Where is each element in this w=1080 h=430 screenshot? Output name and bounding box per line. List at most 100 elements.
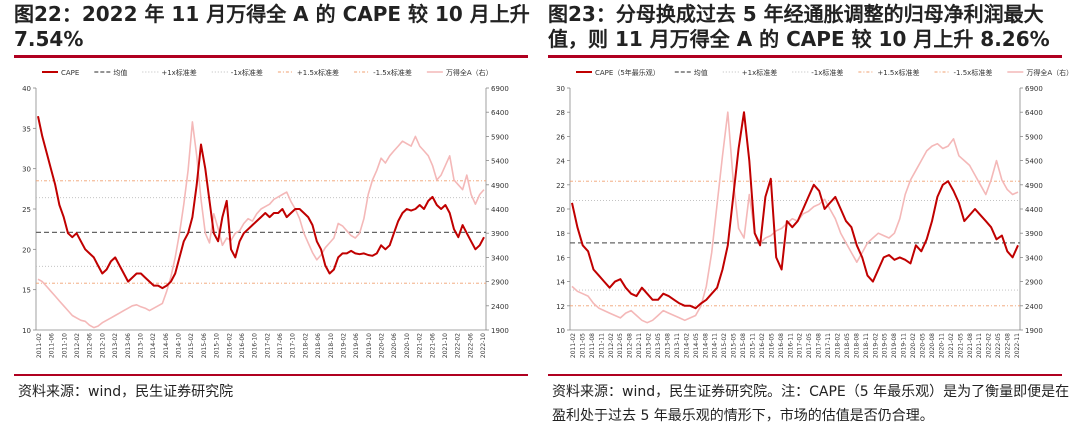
figure-22-source: 资料来源：wind，民生证券研究院 (18, 384, 234, 400)
x-tick-label: 2018-10 (328, 333, 335, 358)
left-tick-label: 15 (22, 287, 31, 295)
x-tick-label: 2014-02 (683, 333, 690, 358)
x-tick-label: 2018-02 (835, 333, 842, 358)
x-tick-label: 2017-08 (816, 333, 823, 358)
x-tick-label: 2013-10 (137, 333, 144, 358)
x-tick-label: 2012-06 (87, 333, 94, 358)
x-tick-label: 2012-02 (74, 333, 81, 358)
x-tick-label: 2011-02 (36, 333, 43, 358)
x-tick-label: 2022-05 (995, 333, 1002, 358)
right-tick-label: 4400 (491, 206, 509, 214)
x-tick-label: 2015-06 (201, 333, 208, 358)
wind-all-a-series-line (37, 121, 485, 329)
left-tick-label: 28 (556, 109, 565, 117)
right-tick-label: 4900 (1025, 182, 1043, 190)
right-tick-label: 2900 (1025, 279, 1043, 287)
x-tick-label: 2012-11 (636, 333, 643, 358)
left-tick-label: 35 (22, 125, 31, 133)
x-tick-label: 2021-08 (967, 333, 974, 358)
x-tick-label: 2013-02 (112, 333, 119, 358)
legend-label: -1.5x标准差 (954, 68, 993, 77)
x-tick-label: 2014-10 (176, 333, 183, 358)
x-tick-label: 2022-02 (986, 333, 993, 358)
right-tick-label: 5900 (1025, 133, 1043, 141)
legend-label: CAPE（5年最乐观） (595, 68, 660, 77)
legend-label: 均值 (694, 68, 708, 77)
x-tick-label: 2017-02 (797, 333, 804, 358)
x-tick-label: 2021-06 (429, 333, 436, 358)
right-tick-label: 2400 (1025, 303, 1043, 311)
left-tick-label: 12 (556, 303, 565, 311)
right-tick-label: 5400 (1025, 158, 1043, 166)
x-tick-label: 2013-11 (674, 333, 681, 358)
x-tick-label: 2020-10 (404, 333, 411, 358)
x-tick-label: 2011-10 (61, 333, 68, 358)
right-tick-label: 6400 (1025, 109, 1043, 117)
legend-label: 均值 (113, 68, 127, 77)
right-tick-label: 4900 (491, 182, 509, 190)
right-tick-label: 5400 (491, 158, 509, 166)
right-tick-label: 6900 (491, 85, 509, 93)
figure-22-chart: CAPE 均值 +1x标准差 -1x标准差 +1.5x标准差 -1.5x标准差 万得全A（右… (22, 68, 509, 358)
x-tick-label: 2020-06 (391, 333, 398, 358)
legend-label: +1x标准差 (161, 68, 196, 77)
x-tick-label: 2021-10 (442, 333, 449, 358)
x-tick-label: 2018-11 (863, 333, 870, 358)
x-tick-label: 2014-08 (702, 333, 709, 358)
x-tick-label: 2019-02 (340, 333, 347, 358)
x-tick-label: 2012-10 (99, 333, 106, 358)
x-tick-label: 2022-08 (1005, 333, 1012, 358)
x-tick-label: 2021-05 (957, 333, 964, 358)
left-tick-label: 26 (556, 133, 565, 141)
x-tick-label: 2011-11 (598, 333, 605, 358)
x-tick-label: 2015-10 (214, 333, 221, 358)
legend-label: 万得全A（右） (1026, 68, 1073, 77)
left-tick-label: 25 (22, 206, 31, 214)
x-tick-label: 2021-02 (948, 333, 955, 358)
cape-series-line (571, 111, 1019, 310)
left-tick-label: 20 (556, 206, 565, 214)
legend-label: 万得全A（右） (446, 68, 493, 77)
left-tick-label: 22 (556, 182, 565, 190)
x-tick-label: 2014-06 (163, 333, 170, 358)
left-tick-label: 30 (22, 166, 31, 174)
x-tick-label: 2016-11 (787, 333, 794, 358)
x-tick-label: 2012-05 (617, 333, 624, 358)
figure-22-top-rule (14, 55, 528, 58)
x-tick-label: 2015-11 (749, 333, 756, 358)
x-tick-label: 2019-08 (891, 333, 898, 358)
x-tick-label: 2018-08 (853, 333, 860, 358)
right-tick-label: 2400 (491, 303, 509, 311)
left-tick-label: 16 (556, 254, 565, 262)
left-tick-label: 18 (556, 230, 565, 238)
right-tick-label: 1900 (1025, 327, 1043, 335)
x-tick-label: 2022-11 (1014, 333, 1021, 358)
x-tick-label: 2022-06 (467, 333, 474, 358)
x-tick-label: 2020-08 (929, 333, 936, 358)
right-tick-label: 4400 (1025, 206, 1043, 214)
right-tick-label: 3900 (491, 230, 509, 238)
figure-23-chart: CAPE（5年最乐观） 均值 +1x标准差 -1x标准差 +1.5x标准差 -1.5x标准… (556, 68, 1073, 358)
x-tick-label: 2013-08 (664, 333, 671, 358)
x-tick-label: 2018-06 (315, 333, 322, 358)
cape-series-line (37, 115, 485, 290)
figure-22-bottom-rule (14, 374, 528, 376)
legend-label: -1x标准差 (231, 68, 263, 77)
x-tick-label: 2015-02 (188, 333, 195, 358)
x-tick-label: 2013-05 (655, 333, 662, 358)
right-tick-label: 2900 (491, 279, 509, 287)
x-tick-label: 2014-11 (712, 333, 719, 358)
legend-label: -1x标准差 (811, 68, 843, 77)
x-tick-label: 2022-02 (455, 333, 462, 358)
x-tick-label: 2016-10 (252, 333, 259, 358)
right-tick-label: 3900 (1025, 230, 1043, 238)
x-tick-label: 2016-02 (226, 333, 233, 358)
x-tick-label: 2013-02 (646, 333, 653, 358)
legend-label: CAPE (61, 69, 79, 77)
x-tick-label: 2016-02 (759, 333, 766, 358)
x-tick-label: 2021-11 (976, 333, 983, 358)
figure-22-title: 图22：2022 年 11 月万得全 A 的 CAPE 较 10 月上升 7.5… (14, 2, 530, 51)
left-tick-label: 24 (556, 158, 565, 166)
figure-23-title: 图23：分母换成过去 5 年经通胀调整的归母净利润最大值，则 11 月万得全 A… (548, 2, 1050, 51)
left-tick-label: 14 (556, 279, 565, 287)
